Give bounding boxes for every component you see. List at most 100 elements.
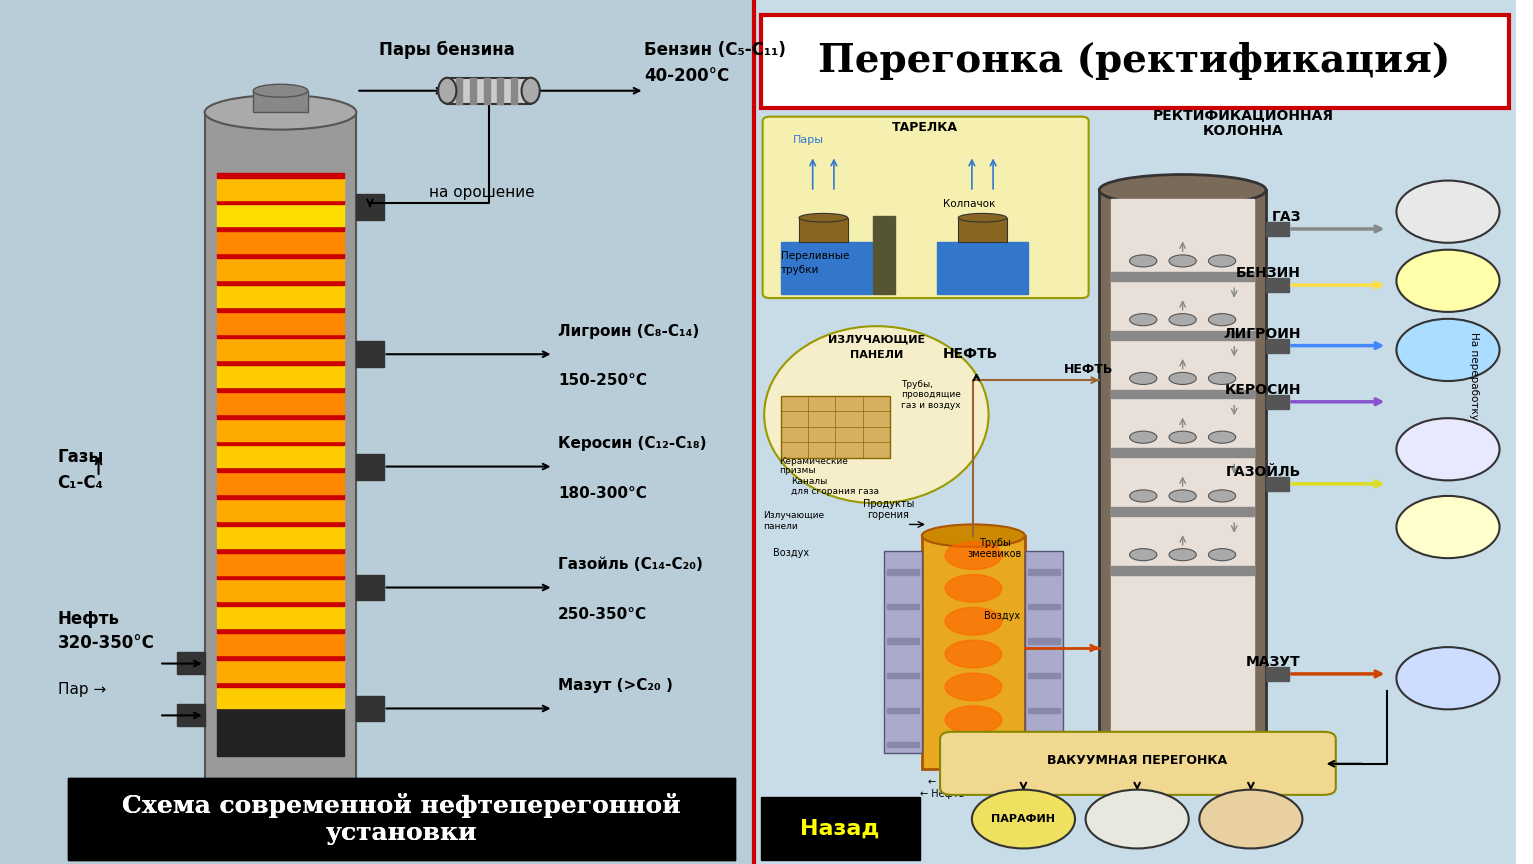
Ellipse shape: [521, 78, 540, 104]
Ellipse shape: [944, 607, 1001, 635]
Bar: [1111, 390, 1254, 398]
Text: 180-300°C: 180-300°C: [558, 486, 647, 500]
Bar: [216, 628, 345, 633]
Bar: [216, 499, 345, 521]
Text: Излучающие
панели: Излучающие панели: [762, 511, 823, 530]
Ellipse shape: [253, 85, 308, 98]
Bar: [1266, 339, 1289, 353]
Bar: [216, 607, 345, 628]
Text: БЕНЗИН: БЕНЗИН: [1236, 266, 1302, 280]
Ellipse shape: [1130, 490, 1157, 502]
Bar: [1029, 708, 1059, 713]
Ellipse shape: [1130, 314, 1157, 326]
Text: 250-350°C: 250-350°C: [558, 607, 647, 621]
Text: ← Нефть: ← Нефть: [920, 790, 964, 799]
Bar: [874, 216, 895, 294]
Bar: [216, 365, 345, 387]
Bar: [799, 218, 848, 242]
Bar: [1029, 638, 1059, 644]
Ellipse shape: [1208, 490, 1236, 502]
Text: Воздух: Воздух: [773, 549, 809, 558]
Ellipse shape: [1099, 175, 1266, 206]
Text: 40-200°C: 40-200°C: [644, 67, 730, 86]
Bar: [497, 78, 503, 104]
Bar: [69, 778, 736, 860]
Text: КЕРОСИН: КЕРОСИН: [1225, 383, 1302, 397]
Ellipse shape: [921, 524, 1026, 547]
Ellipse shape: [1130, 255, 1157, 267]
Bar: [921, 536, 1026, 769]
Bar: [958, 218, 1007, 242]
Bar: [888, 604, 918, 609]
Bar: [356, 194, 383, 220]
Text: Лигроин (C₈-C₁₄): Лигроин (C₈-C₁₄): [558, 324, 699, 339]
Bar: [1111, 448, 1254, 457]
Text: 320-350°C: 320-350°C: [58, 634, 155, 652]
Bar: [178, 652, 205, 674]
Text: Схема современной нефтеперегонной
установки: Схема современной нефтеперегонной устано…: [123, 792, 681, 846]
Bar: [484, 78, 489, 104]
Text: Схема современной нефтеперегонной
установки: Схема современной нефтеперегонной устано…: [123, 792, 681, 846]
Text: С₁-С₄: С₁-С₄: [58, 474, 104, 492]
Text: ПАНЕЛИ: ПАНЕЛИ: [849, 350, 903, 359]
Bar: [216, 200, 345, 205]
Ellipse shape: [944, 575, 1001, 602]
Ellipse shape: [1170, 372, 1196, 384]
Text: Трубы
змеевиков: Трубы змеевиков: [967, 537, 1023, 559]
Bar: [216, 708, 345, 756]
Text: ВАКУУМНАЯ ПЕРЕГОНКА: ВАКУУМНАЯ ПЕРЕГОНКА: [1047, 753, 1228, 766]
Ellipse shape: [1397, 496, 1499, 558]
Bar: [216, 339, 345, 360]
Ellipse shape: [1170, 314, 1196, 326]
Text: 150-250°C: 150-250°C: [558, 373, 647, 388]
Ellipse shape: [438, 78, 457, 104]
Bar: [216, 580, 345, 601]
Ellipse shape: [1085, 790, 1188, 848]
Bar: [216, 307, 345, 312]
Ellipse shape: [1170, 431, 1196, 443]
Ellipse shape: [1397, 250, 1499, 312]
Ellipse shape: [1208, 372, 1236, 384]
Ellipse shape: [205, 95, 356, 130]
Text: призмы: призмы: [779, 467, 816, 475]
Bar: [216, 253, 345, 258]
Bar: [762, 797, 920, 860]
Text: Нефть: Нефть: [58, 610, 120, 628]
Ellipse shape: [799, 213, 848, 222]
Bar: [216, 280, 345, 285]
Bar: [216, 173, 345, 178]
Bar: [216, 446, 345, 467]
Ellipse shape: [1130, 549, 1157, 561]
FancyBboxPatch shape: [762, 117, 1088, 298]
Bar: [1111, 272, 1254, 281]
Bar: [216, 334, 345, 339]
Bar: [216, 633, 345, 655]
Bar: [780, 242, 872, 294]
Bar: [1111, 199, 1254, 760]
Bar: [1266, 395, 1289, 409]
Bar: [216, 258, 345, 280]
Text: Колпачок: Колпачок: [943, 200, 995, 209]
Bar: [216, 226, 345, 232]
Bar: [754, 0, 1516, 864]
Text: Пар →: Пар →: [58, 682, 106, 696]
Bar: [69, 778, 736, 860]
Bar: [885, 551, 921, 753]
Ellipse shape: [1397, 181, 1499, 243]
Ellipse shape: [1099, 756, 1266, 782]
Bar: [178, 704, 205, 726]
Ellipse shape: [1397, 418, 1499, 480]
Ellipse shape: [1170, 255, 1196, 267]
Bar: [1266, 222, 1289, 236]
Ellipse shape: [944, 706, 1001, 734]
Bar: [216, 360, 345, 365]
FancyBboxPatch shape: [940, 732, 1335, 795]
Bar: [216, 232, 345, 253]
Text: ГАЗОЙЛЬ: ГАЗОЙЛЬ: [1226, 465, 1302, 479]
Bar: [1266, 278, 1289, 292]
Text: Газы: Газы: [58, 448, 104, 467]
Bar: [356, 454, 383, 480]
Bar: [216, 441, 345, 446]
Bar: [216, 205, 345, 226]
Text: Переливные: Переливные: [780, 251, 849, 261]
